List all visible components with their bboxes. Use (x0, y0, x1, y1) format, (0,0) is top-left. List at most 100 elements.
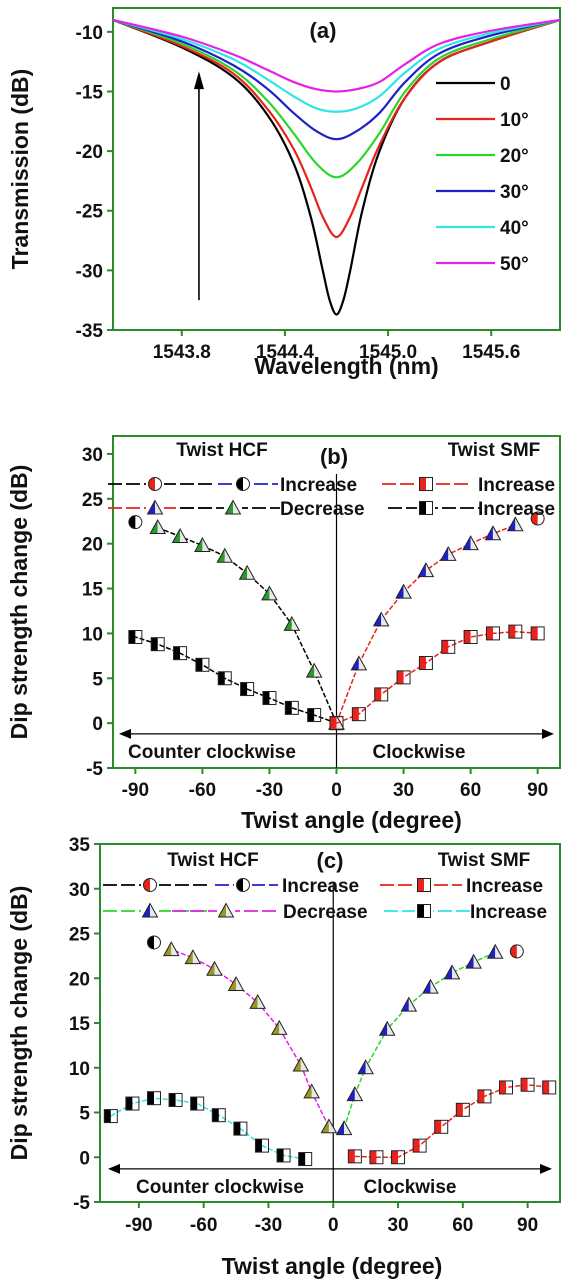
y-tick-label: -25 (76, 202, 104, 223)
marker-outline (530, 626, 545, 641)
series-line-4 (112, 18, 561, 113)
plot-frame (112, 7, 561, 331)
y-tick-label: 5 (92, 669, 103, 690)
series-4 (530, 511, 545, 526)
data-point (162, 941, 180, 957)
marker-fill (419, 656, 426, 670)
arrow-head (193, 71, 204, 90)
data-point (233, 1121, 248, 1136)
x-tick-label: -60 (189, 780, 216, 801)
marker-outline (506, 516, 524, 532)
data-point (320, 1118, 338, 1134)
data-point (206, 960, 223, 976)
series-line-0 (112, 18, 561, 316)
y-tick-label: 20 (69, 969, 90, 990)
data-point (305, 662, 323, 678)
marker-outline (141, 902, 159, 918)
data-point (262, 691, 277, 706)
marker-outline (369, 1150, 384, 1165)
legend: Increase Increase Decrease Increase (103, 876, 547, 923)
legend-item-2: Increase (380, 876, 543, 897)
series-line-5 (336, 630, 538, 724)
marker-outline (508, 624, 523, 639)
marker-fill (397, 670, 404, 684)
marker-outline (422, 978, 439, 994)
marker-outline (227, 976, 245, 991)
data-point (103, 1109, 118, 1124)
y-tick-label: 30 (69, 880, 90, 901)
legend-label-3: 30° (500, 182, 529, 203)
marker-fill (508, 625, 516, 639)
marker-fill (486, 626, 493, 640)
direction-arrow-right (542, 728, 554, 739)
marker-outline (103, 1109, 118, 1124)
legend-item-4: Decrease (172, 902, 368, 923)
legend-item-3 (108, 499, 212, 517)
data-point (530, 626, 545, 641)
data-point (465, 953, 482, 969)
data-point (227, 976, 245, 991)
marker-outline (298, 1152, 313, 1167)
y-tick-label: -15 (76, 82, 104, 103)
legend-item-4: Decrease (180, 499, 365, 520)
marker-fill (531, 512, 538, 526)
data-point (195, 657, 210, 672)
marker-outline (146, 935, 161, 950)
legend-label-4: 40° (500, 218, 529, 239)
data-point (261, 585, 278, 601)
marker-outline (261, 585, 278, 601)
marker-fill (255, 1139, 262, 1153)
marker-fill (262, 691, 270, 705)
marker-outline (217, 671, 232, 686)
legend-label: Increase (470, 902, 547, 923)
marker-fill (218, 671, 225, 685)
marker-fill (298, 1152, 306, 1166)
series-line-3 (343, 951, 496, 1129)
marker-outline (238, 564, 256, 580)
marker-outline (149, 519, 167, 535)
legend-label: Decrease (280, 499, 365, 520)
y-tick-label: -20 (76, 142, 103, 163)
legend-item-2: Increase (382, 475, 555, 496)
marker-fill (240, 682, 248, 696)
x-tick-label: -30 (255, 1215, 282, 1236)
marker-outline (194, 536, 211, 552)
marker-fill (456, 1103, 463, 1117)
y-tick-label: 5 (79, 1104, 90, 1125)
series-2 (128, 629, 344, 731)
marker-fill (236, 878, 243, 892)
marker-fill (147, 935, 154, 949)
legend-marker (419, 477, 433, 491)
panel-c: -90 -60 -30 0 30 60 90 -5 0 5 10 15 20 25 30 35 Twist an… (6, 835, 561, 1279)
marker-outline (305, 662, 323, 678)
marker-fill (379, 1021, 388, 1036)
data-point (128, 629, 143, 644)
marker-outline (417, 878, 431, 892)
marker-outline (211, 1108, 226, 1123)
series-3 (335, 943, 504, 1136)
data-point (150, 637, 165, 652)
series-line-3 (335, 524, 516, 724)
legend-marker (146, 499, 164, 515)
marker-outline (128, 629, 143, 644)
legend-label-2: 20° (500, 146, 529, 167)
group-title-smf: Twist SMF (438, 850, 531, 871)
y-tick-label: 15 (82, 580, 104, 601)
marker-fill (464, 630, 471, 644)
marker-fill (330, 716, 337, 730)
data-point (509, 944, 524, 959)
marker-outline (374, 687, 389, 702)
data-point (499, 1080, 514, 1095)
marker-outline (217, 902, 235, 918)
marker-fill (419, 501, 426, 515)
y-tick-label: 30 (82, 445, 103, 466)
data-point (194, 536, 211, 552)
group-title-hcf: Twist HCF (176, 440, 267, 461)
x-tick-label: 1545.6 (462, 342, 520, 363)
data-point (329, 716, 344, 731)
series-line-2 (112, 18, 561, 179)
marker-outline (292, 1056, 310, 1072)
marker-outline (542, 1080, 557, 1095)
data-point (184, 949, 202, 965)
